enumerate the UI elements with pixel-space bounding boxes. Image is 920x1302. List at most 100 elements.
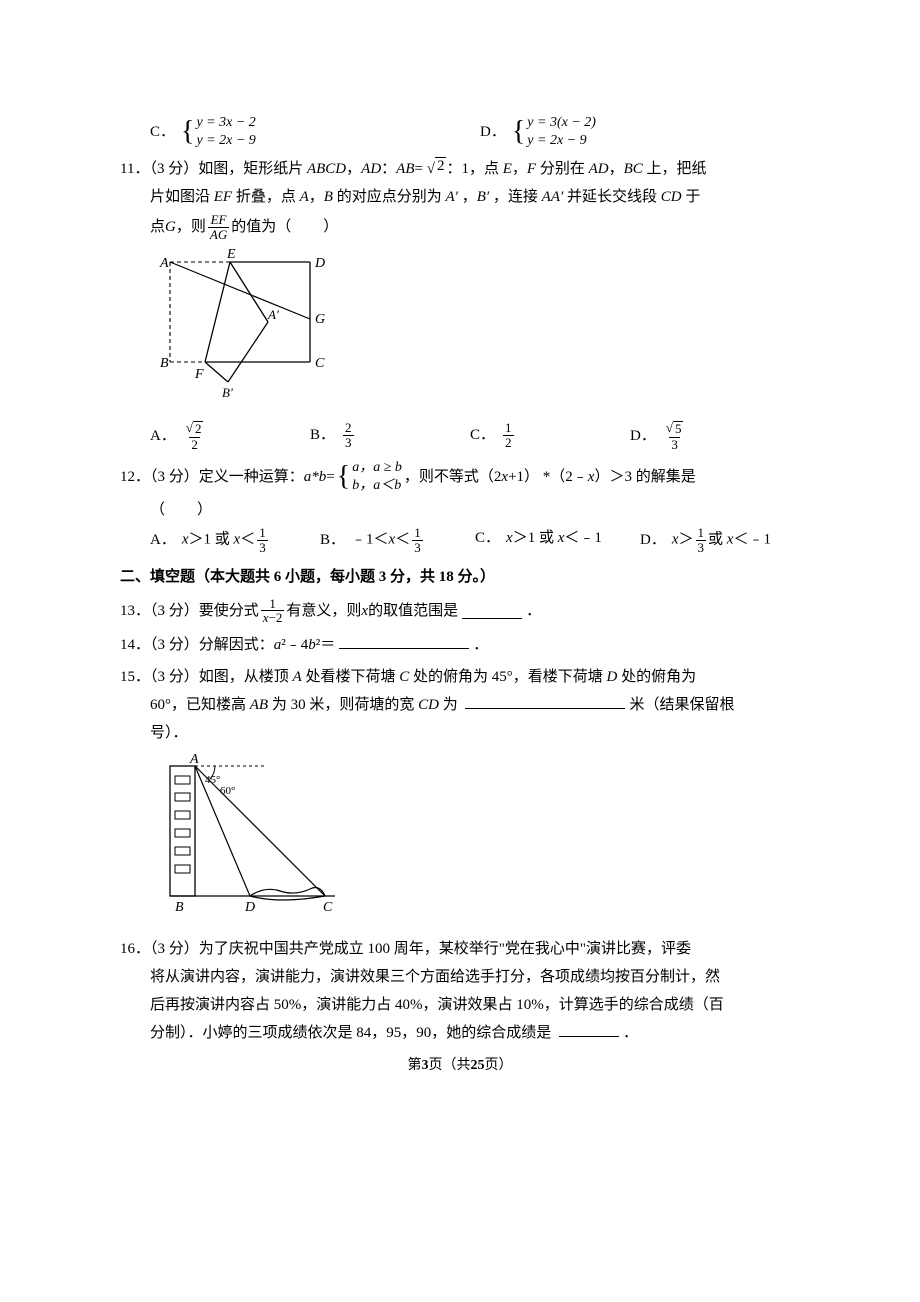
numerator: EF — [211, 212, 227, 227]
fraction: 1 x−2 — [261, 597, 285, 625]
label-G: G — [315, 312, 325, 327]
math-var: B — [324, 189, 333, 205]
q10-option-d: D． { y = 3(x − 2) y = 2x − 9 — [480, 114, 596, 149]
question-number: 13．（3 分） — [120, 599, 199, 623]
option-label: D． — [480, 120, 506, 144]
question-number: 14．（3 分） — [120, 637, 199, 653]
q12-line1: 12．（3 分）定义一种运算：a*b= { a，a ≥ b b，a＜b ，则不等… — [120, 459, 800, 494]
text: 上，把纸 — [643, 161, 707, 177]
q11-svg: A E D G C B F A' B' — [150, 247, 340, 407]
equation-system: { y = 3x − 2 y = 2x − 9 — [181, 114, 256, 149]
math-var: A′ — [445, 189, 457, 205]
q11-line3: 点 G，则 EF AG 的值为（） — [120, 213, 800, 241]
text: 号）． — [150, 725, 188, 741]
text: = — [415, 161, 427, 177]
option-text: ﹣1＜x＜13 — [351, 526, 425, 554]
q13-line: 13．（3 分）要使分式 1 x−2 有意义，则 x 的取值范围是 ． — [120, 597, 800, 625]
q11-line1: 11．（3 分）如图，矩形纸片 ABCD，AD：AB= √2：1，点 E，F 分… — [120, 157, 800, 181]
denominator: 3 — [669, 437, 680, 452]
q11-line2: 片如图沿 EF 折叠，点 A，B 的对应点分别为 A′ ，B′ ，连接 AA′ … — [120, 185, 800, 209]
option-text: x＞1 或 x＜13 — [182, 526, 270, 554]
math-var: AD — [589, 161, 609, 177]
footer-text: 第 — [408, 1058, 422, 1073]
text: 于 — [682, 189, 701, 205]
brace-icon: { — [181, 118, 194, 146]
text: 米（结果保留根 — [629, 697, 734, 713]
text: ²﹣4 — [281, 637, 308, 653]
label-Bprime: B' — [222, 385, 233, 400]
q15-figure: A 45° 60° B D C — [150, 751, 800, 929]
text: ：1，点 — [446, 161, 502, 177]
math-var: A — [300, 189, 309, 205]
text: 分解因式： — [199, 637, 274, 653]
fill-blank — [339, 633, 469, 649]
text: ，则不等式（2 — [404, 465, 502, 489]
brace-icon: { — [337, 463, 350, 491]
q10-options-cd: C． { y = 3x − 2 y = 2x − 9 D． { y = 3(x … — [120, 114, 800, 149]
text: （ — [150, 502, 165, 518]
q12: 12．（3 分）定义一种运算：a*b= { a，a ≥ b b，a＜b ，则不等… — [120, 459, 800, 554]
q10-option-c: C． { y = 3x − 2 y = 2x − 9 — [150, 114, 480, 149]
equation-system: { y = 3(x − 2) y = 2x − 9 — [512, 114, 596, 149]
label-A: A — [159, 256, 169, 271]
text: 处的俯角为 — [617, 669, 696, 685]
denominator: x−2 — [261, 610, 285, 625]
q12-line2: （） — [120, 498, 800, 522]
option-label: C． — [475, 526, 500, 550]
text: 分别在 — [536, 161, 589, 177]
radical-icon: √ — [427, 157, 435, 181]
label-C: C — [323, 900, 333, 915]
radicand: 2 — [435, 157, 447, 175]
numerator: 2 — [343, 421, 354, 435]
option-text: x＞1 或 x＜﹣1 — [506, 526, 602, 550]
math-var: AA′ — [542, 189, 564, 205]
text: 折叠，点 — [232, 189, 300, 205]
text: ， — [458, 189, 477, 205]
equation: y = 3(x − 2) — [527, 114, 596, 132]
math-var: ABCD — [307, 161, 346, 177]
option-text: x＞13或 x＜﹣1 — [672, 526, 771, 554]
math-var: CD — [661, 189, 682, 205]
label-D: D — [244, 900, 255, 915]
option-label: D． — [630, 424, 656, 448]
q12-options: A． x＞1 或 x＜13 B． ﹣1＜x＜13 C． x＞1 或 x＜﹣1 D… — [120, 526, 800, 554]
case: a，a ≥ b — [352, 459, 402, 477]
question-number: 16．（3 分） — [120, 941, 199, 957]
radicand: 2 — [193, 421, 204, 436]
fraction: 2 3 — [343, 421, 354, 449]
text: 为了庆祝中国共产党成立 100 周年，某校举行"党在我心中"演讲比赛，评委 — [199, 941, 691, 957]
label-B: B — [160, 356, 169, 371]
math-var: B′ — [477, 189, 489, 205]
text: ， — [512, 161, 527, 177]
footer-text: 页（共 — [429, 1058, 471, 1073]
fraction: EF AG — [208, 213, 229, 241]
text: ， — [309, 189, 324, 205]
sqrt: √2 — [427, 157, 447, 181]
brace-icon: { — [512, 118, 525, 146]
text: ， — [346, 161, 361, 177]
numerator: 1 — [267, 597, 278, 611]
text: 片如图沿 — [150, 189, 214, 205]
label-B: B — [175, 900, 184, 915]
label-45: 45° — [205, 774, 220, 786]
text: 为 30 米，则荷塘的宽 — [268, 697, 418, 713]
text: 并延长交线段 — [563, 189, 661, 205]
q15-line1: 15．（3 分）如图，从楼顶 A 处看楼下荷塘 C 处的俯角为 45°，看楼下荷… — [120, 665, 800, 689]
math-var: AB — [250, 697, 268, 713]
math-var: EF — [214, 189, 232, 205]
fill-blank — [465, 693, 625, 709]
section2-header: 二、填空题（本大题共 6 小题，每小题 3 分，共 18 分。） — [120, 565, 800, 589]
footer-page: 3 — [422, 1058, 429, 1073]
label-E: E — [226, 247, 236, 262]
text: 点 — [150, 215, 165, 239]
q15-line3: 号）． — [120, 721, 800, 745]
fraction: 1 2 — [503, 421, 514, 449]
text: 处看楼下荷塘 — [302, 669, 400, 685]
text: = — [326, 465, 334, 489]
math-var: E — [503, 161, 512, 177]
radical-icon: √ — [666, 421, 673, 435]
fill-blank — [559, 1021, 619, 1037]
math-var: A — [293, 669, 302, 685]
q11-options: A． √2 2 B． 2 3 C． 1 2 — [120, 421, 800, 451]
q11-option-c: C． 1 2 — [470, 421, 630, 449]
